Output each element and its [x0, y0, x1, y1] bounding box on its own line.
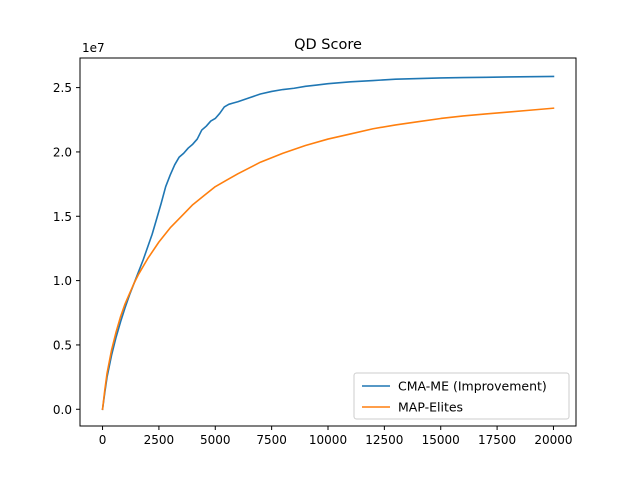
legend-label-0: CMA-ME (Improvement) [398, 379, 547, 394]
x-tick-label: 17500 [478, 433, 516, 447]
x-tick-label: 2500 [144, 433, 175, 447]
legend: CMA-ME (Improvement) MAP-Elites [353, 372, 570, 420]
chart-title: QD Score [294, 37, 362, 53]
plot-area: 0 2500 5000 7500 10000 12500 15000 17500 20000 0.… [53, 57, 577, 447]
x-tick-label: 20000 [534, 433, 572, 447]
series-line-1 [101, 107, 555, 411]
y-tick-label: 1.5 [53, 210, 72, 224]
x-tick-label: 0 [99, 433, 107, 447]
y-tick-label: 0.0 [53, 403, 72, 417]
y-tick-label: 1.0 [53, 274, 72, 288]
x-tick-label: 15000 [422, 433, 460, 447]
x-tick-label: 5000 [200, 433, 231, 447]
x-tick-label: 7500 [256, 433, 287, 447]
legend-label-1: MAP-Elites [398, 400, 463, 415]
y-tick-label: 2.0 [53, 145, 72, 159]
x-tick-label: 10000 [309, 433, 347, 447]
y-tick-label: 0.5 [53, 338, 72, 352]
legend-box [353, 372, 570, 420]
y-axis-offset-label: 1e7 [82, 41, 105, 55]
y-tick-label: 2.5 [53, 81, 72, 95]
x-tick-label: 12500 [365, 433, 403, 447]
